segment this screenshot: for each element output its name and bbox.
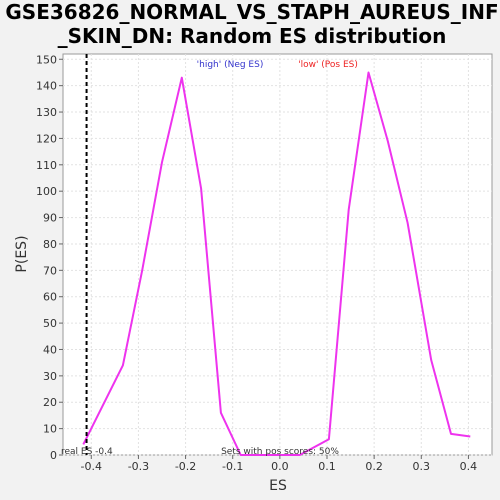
pos-scores-annotation: Sets with pos scores: 50%: [221, 447, 339, 457]
x-tick-label: 0.3: [413, 460, 431, 473]
chart-title-line-1: GSE36826_NORMAL_VS_STAPH_AUREUS_INF: [5, 0, 498, 24]
y-tick-label: 110: [36, 159, 57, 172]
y-tick-label: 90: [43, 212, 57, 225]
y-axis-label: P(ES): [14, 235, 30, 272]
axes: -0.4 -0.3 -0.2 -0.1 0.0 0.1 0.2 0.3 0.4 0 10 20 30 40…: [36, 53, 477, 473]
y-tick-label: 20: [43, 396, 57, 409]
plot-area: [62, 53, 493, 456]
legend-low-pos-es: 'low' (Pos ES): [298, 60, 358, 70]
x-tick-label: 0.1: [318, 460, 336, 473]
y-tick-label: 0: [50, 449, 57, 462]
y-tick-label: 120: [36, 132, 57, 145]
y-tick-label: 70: [43, 264, 57, 277]
x-tick-label: -0.4: [81, 460, 102, 473]
y-tick-label: 40: [43, 343, 57, 356]
real-es-layer: real ES -0.4: [61, 54, 113, 457]
x-axis-label: ES: [269, 478, 287, 494]
y-tick-label: 50: [43, 317, 57, 330]
y-tick-label: 140: [36, 80, 57, 93]
y-tick-label: 10: [43, 423, 57, 436]
y-tick-label: 30: [43, 370, 57, 383]
grid-lines: [63, 54, 492, 456]
legend-high-neg-es: 'high' (Neg ES): [197, 60, 264, 70]
x-tick-label: 0.0: [271, 460, 289, 473]
real-es-label: real ES -0.4: [61, 447, 113, 457]
y-tick-label: 60: [43, 291, 57, 304]
x-tick-label: -0.3: [128, 460, 149, 473]
x-tick-label: -0.1: [222, 460, 243, 473]
chart-title-line-2: _SKIN_DN: Random ES distribution: [58, 24, 447, 48]
y-tick-label: 150: [36, 53, 57, 66]
x-tick-label: 0.4: [460, 460, 478, 473]
y-tick-label: 100: [36, 185, 57, 198]
y-tick-label: 80: [43, 238, 57, 251]
x-tick-label: 0.2: [365, 460, 383, 473]
x-tick-label: -0.2: [175, 460, 196, 473]
y-tick-label: 130: [36, 106, 57, 119]
